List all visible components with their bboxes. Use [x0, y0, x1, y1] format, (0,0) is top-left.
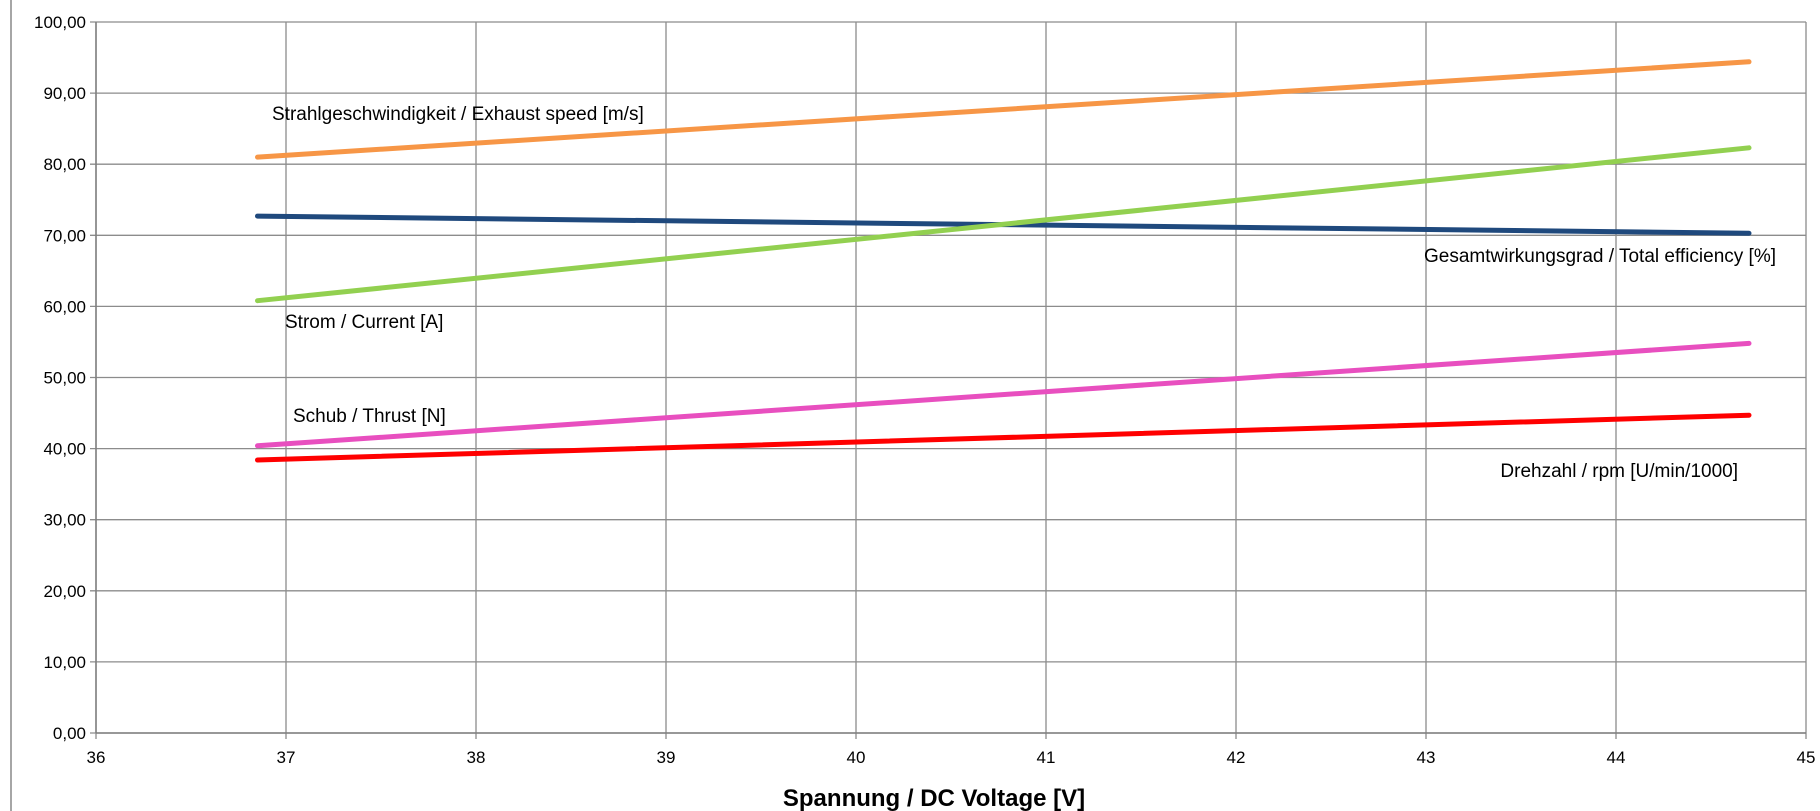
y-tick-label: 50,00	[43, 369, 86, 388]
x-tick-label: 36	[87, 748, 106, 767]
axes: 0,00 10,00 20,00 30,00 40,00 50,00 60,00 70,00 8…	[34, 13, 1815, 767]
y-tick-label: 40,00	[43, 440, 86, 459]
grid	[90, 21, 1807, 739]
series-line-thrust	[255, 340, 1752, 449]
y-tick-label: 80,00	[43, 155, 86, 174]
series-line-rpm	[255, 412, 1752, 463]
series-line-exhaust-speed	[255, 59, 1752, 160]
series-label-current: Strom / Current [A]	[285, 312, 443, 333]
series-labels: Strahlgeschwindigkeit / Exhaust speed [m…	[272, 104, 1776, 482]
x-tick-label: 40	[847, 748, 866, 767]
series-label-rpm: Drehzahl / rpm [U/min/1000]	[1500, 461, 1738, 482]
series-lines	[255, 59, 1752, 463]
y-tick-label: 30,00	[43, 511, 86, 530]
y-tick-label: 70,00	[43, 226, 86, 245]
x-axis-title: Spannung / DC Voltage [V]	[783, 785, 1085, 811]
y-tick-label: 100,00	[34, 13, 86, 32]
series-label-total-efficiency: Gesamtwirkungsgrad / Total efficiency [%…	[1424, 246, 1776, 267]
x-tick-label: 44	[1607, 748, 1626, 767]
y-tick-label: 20,00	[43, 582, 86, 601]
x-tick-label: 39	[657, 748, 676, 767]
y-tick-label: 10,00	[43, 653, 86, 672]
y-tick-label: 0,00	[53, 724, 86, 743]
x-tick-label: 45	[1797, 748, 1816, 767]
series-label-thrust: Schub / Thrust [N]	[293, 406, 446, 427]
series-line-current	[255, 145, 1752, 304]
x-tick-label: 37	[277, 748, 296, 767]
x-tick-label: 42	[1227, 748, 1246, 767]
x-tick-label: 43	[1417, 748, 1436, 767]
x-tick-label: 41	[1037, 748, 1056, 767]
x-tick-label: 38	[467, 748, 486, 767]
y-tick-label: 60,00	[43, 297, 86, 316]
series-label-exhaust-speed: Strahlgeschwindigkeit / Exhaust speed [m…	[272, 104, 644, 125]
y-tick-label: 90,00	[43, 84, 86, 103]
